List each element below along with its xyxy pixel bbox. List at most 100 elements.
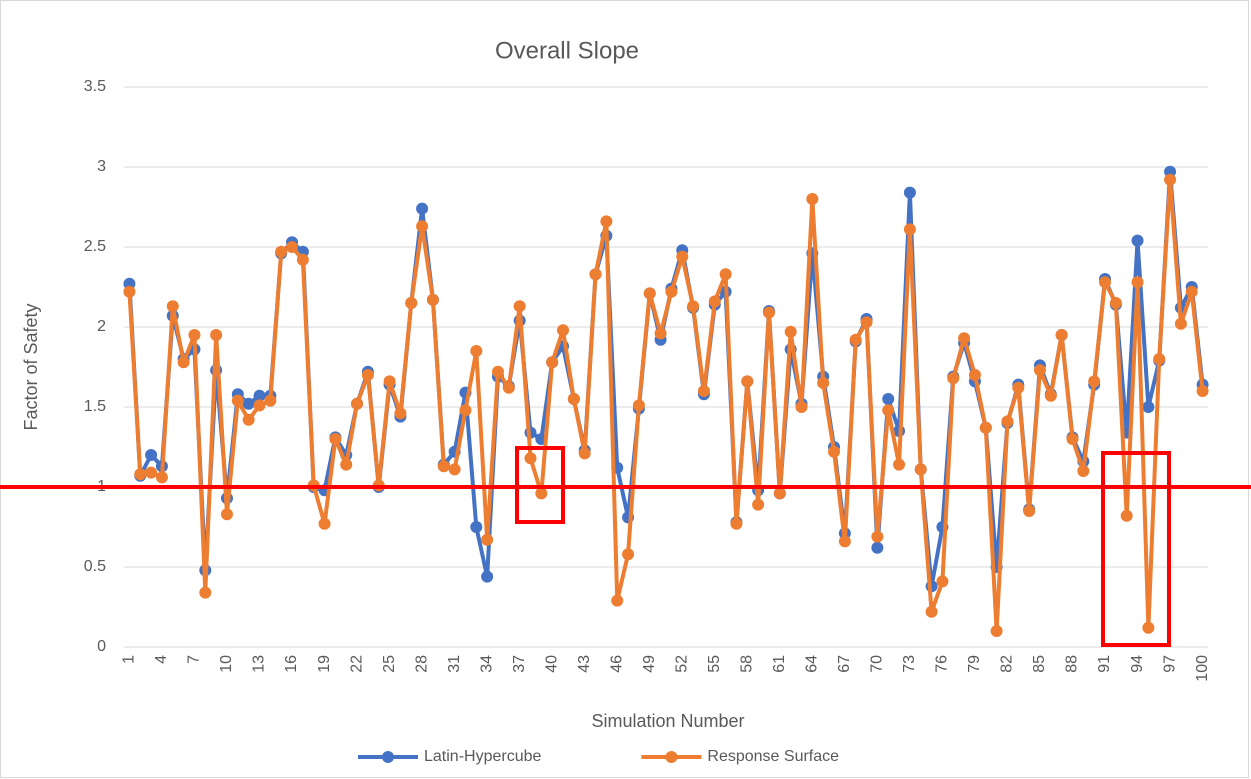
data-point [730, 517, 743, 530]
x-axis-label: Simulation Number [591, 711, 744, 731]
x-tick-label: 64 [804, 655, 821, 673]
data-point [979, 421, 992, 434]
data-point [361, 369, 374, 381]
data-point [1131, 234, 1144, 247]
data-point [459, 404, 472, 417]
data-point [242, 397, 255, 410]
data-point [1164, 173, 1177, 186]
data-point [481, 533, 494, 546]
data-point [1066, 433, 1079, 445]
data-point [817, 377, 830, 389]
x-tick-label: 85 [1031, 655, 1048, 673]
x-tick-label: 58 [739, 655, 756, 673]
data-point [741, 375, 754, 388]
data-point [795, 401, 808, 413]
y-tick-label: 1.5 [84, 398, 106, 415]
data-point [535, 487, 548, 500]
data-point [914, 463, 927, 476]
data-point [524, 452, 537, 465]
x-tick-label: 91 [1096, 655, 1113, 673]
x-tick-label: 100 [1194, 655, 1211, 682]
y-tick-label: 2 [97, 318, 106, 335]
data-point [589, 268, 602, 281]
data-point [264, 394, 277, 407]
y-tick-label: 3 [97, 158, 106, 175]
data-point [968, 369, 981, 381]
data-point [752, 498, 765, 511]
x-tick-label: 46 [608, 655, 625, 673]
data-point [166, 300, 179, 313]
data-point [329, 433, 342, 445]
data-point [231, 394, 244, 407]
data-point [199, 586, 212, 599]
data-point [925, 605, 938, 618]
x-tick-label: 79 [966, 655, 983, 673]
x-tick-label: 52 [673, 655, 690, 673]
data-point [253, 399, 266, 412]
x-tick-label: 1 [121, 655, 138, 664]
data-point [1109, 297, 1122, 309]
data-point [903, 186, 916, 199]
data-point [958, 332, 971, 345]
data-point [990, 625, 1003, 637]
chart-title: Overall Slope [495, 37, 639, 64]
plot-area: 00.511.522.533.5147101316192225283134374… [84, 78, 1211, 765]
x-tick-label: 67 [836, 655, 853, 673]
data-point [253, 389, 266, 402]
y-axis-label: Factor of Safety [21, 303, 41, 430]
x-tick-label: 10 [218, 655, 235, 673]
x-tick-label: 22 [348, 655, 365, 673]
x-tick-label: 88 [1064, 655, 1081, 673]
data-point [351, 397, 364, 410]
data-point [1099, 276, 1112, 289]
x-tick-label: 73 [901, 655, 918, 673]
data-point [318, 517, 331, 530]
data-point [600, 215, 613, 228]
data-point [210, 329, 223, 341]
data-point [1142, 401, 1155, 413]
data-point [1012, 381, 1025, 394]
x-tick-label: 28 [413, 655, 430, 673]
data-point [676, 250, 689, 263]
data-point [481, 570, 494, 583]
data-point [502, 381, 515, 394]
data-point [643, 287, 656, 300]
data-point [470, 345, 483, 357]
x-tick-label: 16 [283, 655, 300, 673]
data-point [1153, 353, 1166, 365]
data-point [1077, 465, 1090, 477]
data-point [947, 372, 960, 385]
x-tick-label: 49 [641, 655, 658, 673]
highlight-box [1101, 451, 1171, 647]
data-point [1001, 415, 1014, 428]
legend-label: Latin-Hypercube [424, 748, 542, 765]
data-point [882, 404, 895, 417]
data-point [296, 253, 309, 266]
data-point [849, 333, 862, 346]
data-point [1196, 385, 1209, 397]
data-point [1174, 317, 1187, 330]
x-tick-label: 97 [1161, 655, 1178, 673]
data-point [383, 375, 396, 388]
data-point [828, 445, 841, 458]
data-point [491, 365, 504, 378]
x-tick-label: 40 [543, 655, 560, 673]
data-point [188, 329, 201, 341]
data-point [893, 458, 906, 471]
data-point [1055, 329, 1068, 341]
y-tick-label: 3.5 [84, 78, 106, 95]
data-point [1142, 621, 1155, 634]
data-point [773, 487, 786, 500]
x-tick-label: 70 [869, 655, 886, 673]
data-point [578, 447, 591, 460]
data-point [470, 521, 483, 533]
data-point [513, 300, 526, 313]
x-tick-label: 19 [316, 655, 333, 673]
data-point [1023, 505, 1036, 517]
data-point [220, 508, 233, 521]
data-point [1185, 285, 1198, 298]
data-point [838, 535, 851, 548]
data-point [871, 530, 884, 543]
data-point [145, 449, 158, 461]
